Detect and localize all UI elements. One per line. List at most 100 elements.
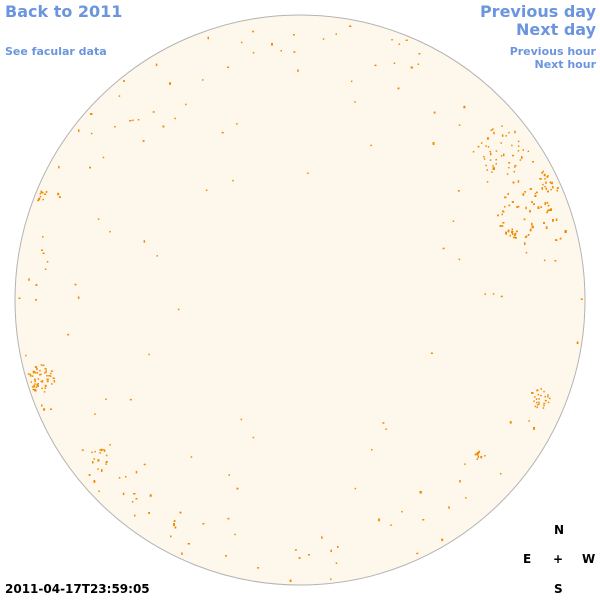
facula-mark <box>524 236 527 238</box>
facula-mark <box>202 523 205 525</box>
facula-mark <box>88 474 91 476</box>
facula-mark <box>371 449 373 451</box>
facula-mark <box>25 354 27 357</box>
facula-mark <box>517 140 520 143</box>
facula-mark <box>499 225 502 227</box>
facula-mark <box>100 448 103 452</box>
facula-mark <box>533 203 535 205</box>
facula-mark <box>544 395 546 398</box>
facula-mark <box>534 192 537 195</box>
facula-mark <box>43 408 46 411</box>
facula-mark <box>512 181 515 184</box>
facula-mark <box>41 404 43 407</box>
facula-mark <box>227 66 230 68</box>
facula-mark <box>547 396 549 398</box>
facula-mark <box>103 449 106 452</box>
facula-mark <box>500 142 502 144</box>
facula-mark <box>134 514 136 517</box>
facula-mark <box>308 554 310 556</box>
facula-mark <box>523 218 526 221</box>
facula-mark <box>502 222 505 224</box>
facula-mark <box>508 166 510 169</box>
facula-mark <box>478 450 480 454</box>
facula-mark <box>517 205 520 208</box>
previous-day-link[interactable]: Previous day <box>479 2 596 21</box>
facula-mark <box>475 453 477 455</box>
facula-mark <box>522 149 524 151</box>
facula-mark <box>202 79 204 81</box>
facula-mark <box>544 185 546 188</box>
facula-mark <box>101 469 103 472</box>
see-facular-data-link[interactable]: See facular data <box>5 45 107 58</box>
facula-mark <box>538 403 540 405</box>
facula-mark <box>542 407 545 409</box>
facula-mark <box>174 117 176 120</box>
facula-mark <box>543 390 545 393</box>
facula-mark <box>294 549 297 551</box>
facula-mark <box>541 187 544 190</box>
facula-mark <box>538 401 540 404</box>
facula-mark <box>547 204 550 207</box>
facula-mark <box>511 154 514 157</box>
facula-mark <box>307 172 309 174</box>
facula-mark <box>543 402 546 405</box>
next-hour-link[interactable]: Next hour <box>534 58 597 71</box>
next-day-link[interactable]: Next day <box>516 20 596 39</box>
facula-mark <box>174 526 177 529</box>
facula-mark <box>547 394 549 396</box>
facula-mark <box>129 398 132 401</box>
compass-center-icon: + <box>553 552 564 566</box>
facula-mark <box>28 278 30 281</box>
facula-mark <box>382 422 385 424</box>
facula-mark <box>41 191 44 194</box>
facular-features <box>18 25 583 582</box>
facula-mark <box>537 206 540 209</box>
facula-mark <box>40 190 42 194</box>
facula-mark <box>44 268 47 270</box>
facula-mark <box>477 455 480 459</box>
facula-mark <box>298 557 301 559</box>
facula-mark <box>354 101 356 103</box>
previous-hour-link[interactable]: Previous hour <box>509 45 596 58</box>
facula-mark <box>508 204 511 207</box>
facula-mark <box>37 378 40 380</box>
facula-mark <box>559 237 562 240</box>
facula-mark <box>122 492 125 496</box>
facula-mark <box>98 490 100 492</box>
facula-mark <box>536 406 538 409</box>
facula-mark <box>508 131 510 134</box>
facula-mark <box>156 255 158 257</box>
facula-mark <box>105 454 108 457</box>
facula-mark <box>514 130 516 134</box>
facula-mark <box>162 125 165 128</box>
facula-mark <box>554 260 557 262</box>
facula-mark <box>77 296 80 299</box>
facula-mark <box>480 142 483 144</box>
facula-mark <box>34 372 37 374</box>
facula-mark <box>544 178 546 180</box>
facula-mark <box>135 498 138 500</box>
facula-mark <box>155 63 158 67</box>
facula-mark <box>36 372 39 374</box>
facula-mark <box>29 373 31 376</box>
facula-mark <box>500 473 502 475</box>
facula-mark <box>502 210 504 212</box>
facula-mark <box>67 333 70 336</box>
facula-mark <box>465 497 467 499</box>
facula-mark <box>185 103 187 106</box>
facula-mark <box>401 510 403 513</box>
facula-mark <box>516 206 518 208</box>
facula-mark <box>35 390 37 392</box>
back-to-year-link[interactable]: Back to 2011 <box>5 2 123 21</box>
facula-mark <box>507 229 510 233</box>
facula-mark <box>57 192 60 196</box>
facula-mark <box>227 517 230 520</box>
facula-mark <box>35 284 38 286</box>
facula-mark <box>492 128 494 130</box>
facula-mark <box>546 211 548 214</box>
facula-mark <box>511 233 514 235</box>
facula-mark <box>93 480 96 483</box>
facula-mark <box>516 230 518 233</box>
facula-mark <box>99 452 101 454</box>
facula-mark <box>169 82 171 85</box>
